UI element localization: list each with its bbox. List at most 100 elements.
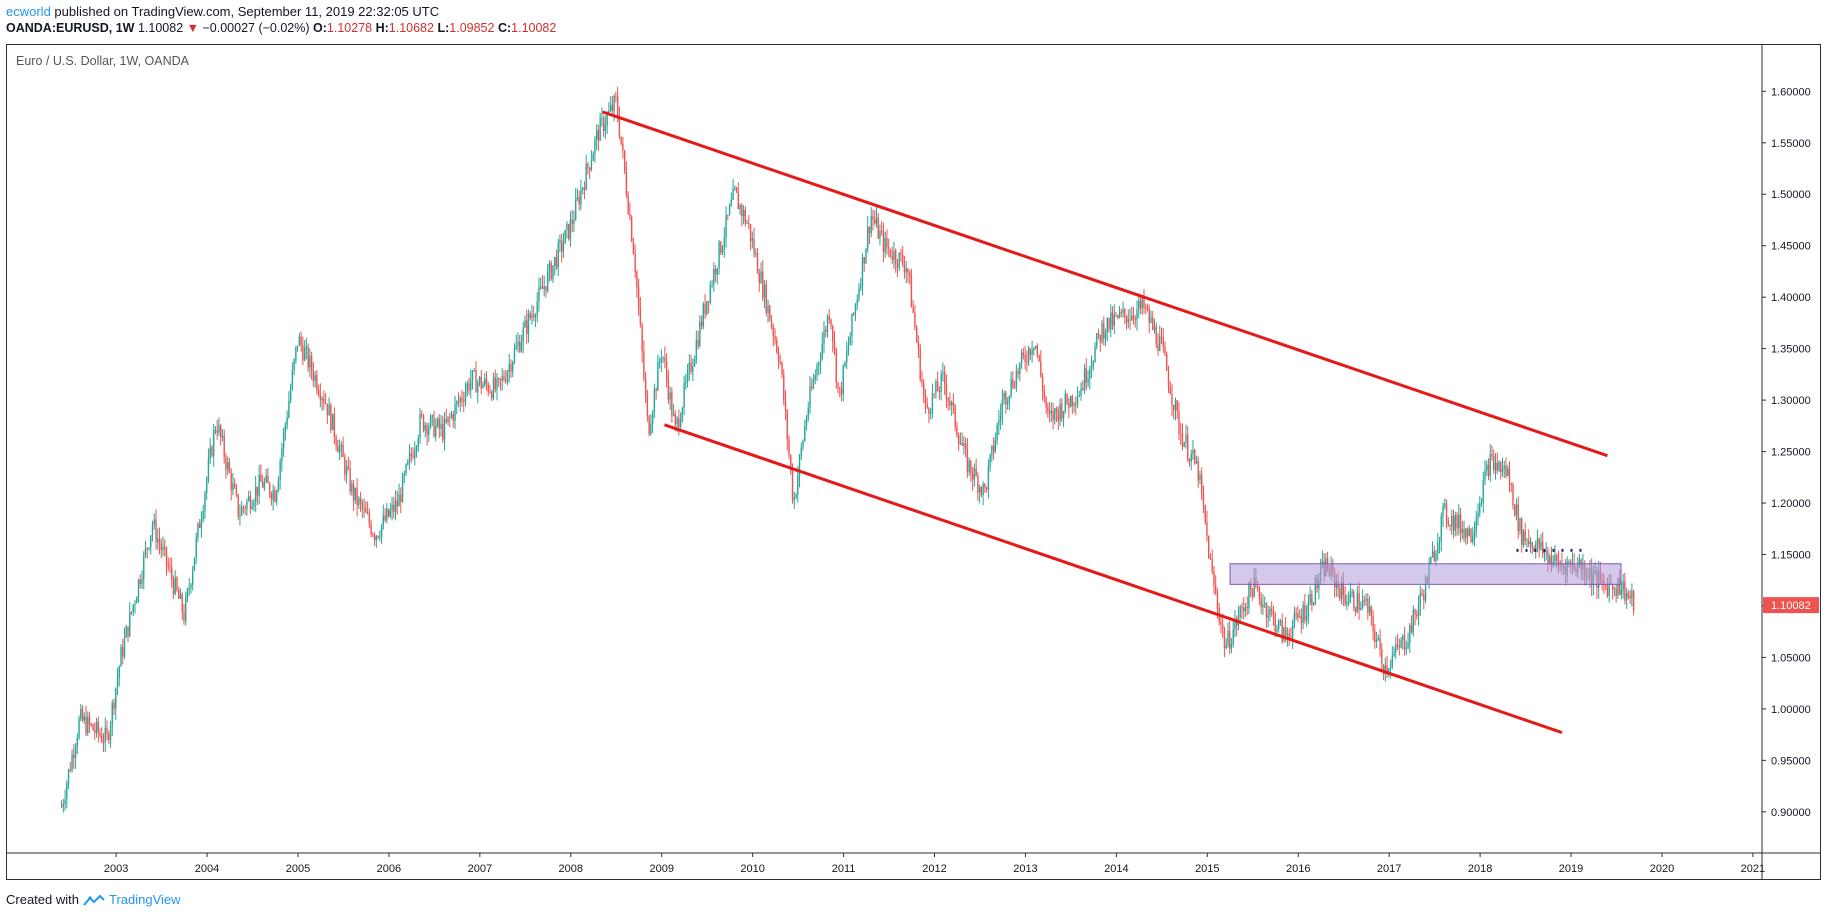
candle-body — [230, 472, 232, 491]
candle-body — [788, 439, 790, 456]
candle-body — [1061, 403, 1063, 419]
candle-body — [842, 366, 844, 395]
candle-body — [545, 286, 547, 291]
candle-body — [858, 288, 860, 300]
x-tick-label: 2020 — [1650, 863, 1674, 875]
candle-body — [1141, 297, 1143, 308]
candle-body — [440, 423, 442, 429]
candle-body — [1477, 513, 1479, 520]
candle-body — [1473, 531, 1476, 536]
candle-body — [254, 486, 257, 503]
candle-body — [581, 187, 584, 190]
candle-body — [1069, 396, 1072, 408]
x-tick-label: 2018 — [1468, 863, 1492, 875]
candle-body — [929, 412, 932, 414]
price-axis[interactable]: 1.60000 1.55000 1.50000 1.45000 1.40000 1.350… — [1762, 86, 1811, 819]
candle-body — [1162, 337, 1164, 348]
candle-body — [1228, 630, 1231, 649]
candle-body — [648, 416, 650, 435]
candle-body — [1395, 644, 1397, 652]
time-axis[interactable]: 2003 2004 2005 2006 2007 2008 2009 2010 2011 2012… — [104, 853, 1765, 875]
candle-body — [1173, 404, 1175, 411]
author-link[interactable]: ecworld — [6, 4, 51, 19]
candle-body — [674, 414, 677, 425]
candle-body — [894, 250, 897, 264]
candle-body — [728, 205, 731, 215]
candle-body — [945, 384, 948, 399]
candle-body — [1615, 588, 1617, 596]
candle-body — [1396, 644, 1399, 646]
candle-body — [1286, 633, 1289, 636]
candle-body — [1479, 503, 1481, 514]
candle-body — [347, 466, 350, 468]
candle-body — [1368, 606, 1371, 613]
candle-body — [1529, 542, 1532, 545]
candle-body — [151, 524, 154, 536]
candle-body — [293, 359, 295, 371]
price-change: −0.00027 (−0.02%) — [202, 21, 310, 35]
candle-body — [134, 603, 136, 605]
candle-body — [739, 205, 741, 210]
symbol-label: OANDA:EURUSD, 1W — [6, 21, 135, 35]
candle-body — [1519, 518, 1521, 532]
high-value: 1.10682 — [388, 21, 434, 35]
candle-body — [1263, 603, 1266, 605]
price-chart[interactable]: Euro / U.S. Dollar, 1W, OANDA 1.60000 1.5… — [7, 45, 1820, 879]
candle-body — [510, 364, 512, 372]
candle-body — [690, 362, 692, 372]
candle-body — [291, 370, 294, 389]
candle-body — [821, 343, 823, 359]
candle-body — [1178, 411, 1180, 434]
candle-body — [1295, 612, 1297, 614]
candle-body — [169, 566, 171, 568]
candle-body — [470, 380, 472, 391]
candle-body — [393, 504, 395, 513]
candle-body — [1521, 518, 1523, 545]
candle-body — [386, 508, 388, 521]
candle-body — [639, 307, 642, 325]
candle-body — [816, 365, 818, 376]
candle-body — [373, 535, 376, 541]
candle-body — [943, 372, 946, 385]
candle-body — [1033, 347, 1035, 351]
candle-body — [314, 375, 316, 381]
candle-body — [755, 253, 757, 254]
candle-body — [153, 519, 155, 525]
tradingview-logo-icon — [83, 894, 105, 906]
candle-body — [1620, 590, 1623, 595]
candle-body — [1181, 433, 1184, 447]
candle-body — [665, 361, 668, 379]
candle-body — [435, 425, 437, 437]
candle-body — [505, 379, 507, 382]
open-label: O: — [313, 21, 327, 35]
candle-body — [111, 702, 113, 726]
upper-trendline — [602, 110, 1608, 458]
candle-body — [935, 381, 937, 395]
candle-body — [319, 394, 322, 401]
candle-body — [1187, 435, 1189, 460]
candle-body — [237, 494, 239, 517]
candle-body — [606, 114, 608, 126]
candle-body — [583, 187, 586, 190]
candle-body — [499, 378, 502, 381]
candle-body — [330, 404, 332, 431]
y-tick-label: 1.55000 — [1771, 138, 1811, 150]
candle-body — [272, 490, 274, 500]
candle-body — [903, 264, 906, 273]
candle-body — [363, 507, 365, 510]
candle-body — [625, 170, 628, 195]
candle-body — [1517, 504, 1519, 532]
drawings-layer — [602, 110, 1622, 734]
candle-body — [1284, 627, 1287, 636]
candle-body — [805, 417, 808, 427]
candle-body — [1087, 378, 1089, 383]
candle-body — [1494, 462, 1497, 470]
tradingview-brand-link[interactable]: TradingView — [108, 892, 181, 907]
candle-body — [321, 398, 323, 401]
candle-body — [961, 442, 963, 446]
candle-body — [160, 544, 162, 551]
candle-body — [512, 362, 514, 372]
candle-body — [769, 305, 771, 321]
candle-body — [1204, 505, 1206, 523]
candle-body — [97, 721, 99, 734]
